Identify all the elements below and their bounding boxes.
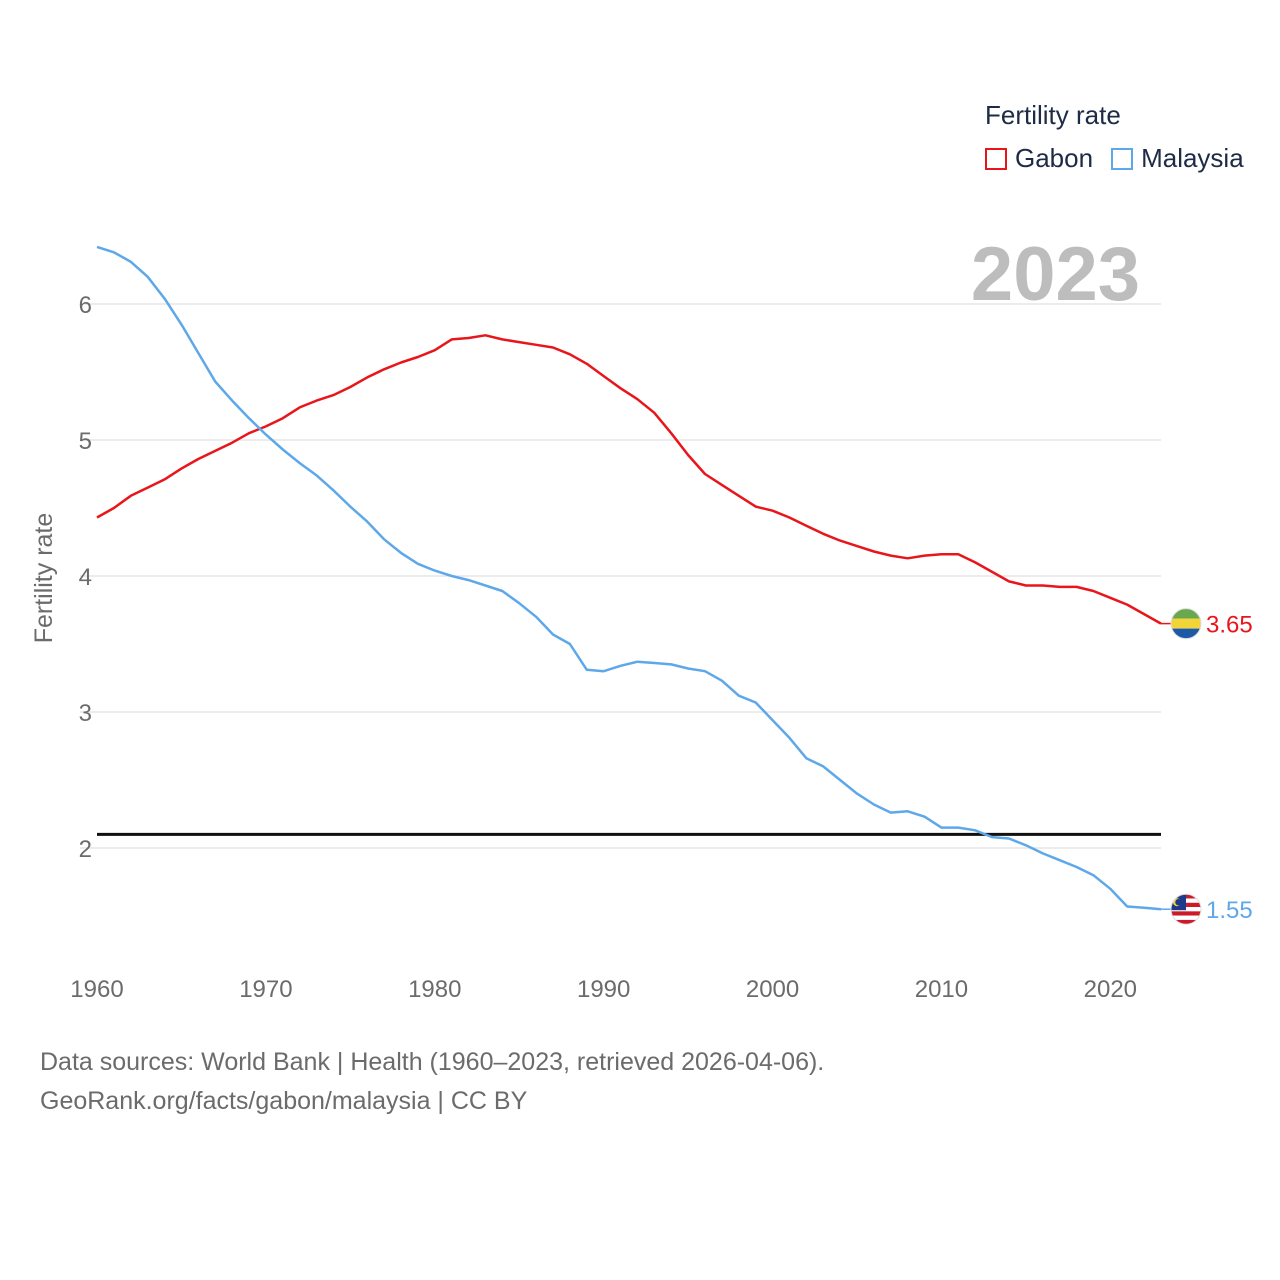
x-tick-label: 1990 xyxy=(577,976,630,1003)
data-sources-text: Data sources: World Bank | Health (1960–… xyxy=(40,1048,825,1076)
attribution-link[interactable]: GeoRank.org/facts/gabon/malaysia | CC BY xyxy=(40,1087,528,1115)
malaysia-flag-icon xyxy=(1170,893,1202,925)
legend-label-malaysia: Malaysia xyxy=(1141,143,1244,173)
x-axis-ticks: 1960 1970 1980 1990 2000 2010 2020 xyxy=(70,976,1137,1003)
end-value-gabon: 3.65 xyxy=(1206,612,1253,639)
x-tick-label: 1960 xyxy=(70,976,123,1003)
legend-label-gabon: Gabon xyxy=(1015,143,1094,173)
x-tick-label: 2010 xyxy=(915,976,968,1003)
legend-item-gabon[interactable]: Gabon xyxy=(985,143,1093,174)
y-tick-label: 5 xyxy=(79,428,92,455)
legend: Gabon Malaysia xyxy=(985,143,1262,174)
year-label: 2023 xyxy=(971,232,1140,317)
x-tick-label: 1980 xyxy=(408,976,461,1003)
end-value-malaysia: 1.55 xyxy=(1206,897,1253,924)
legend-title: Fertility rate xyxy=(985,100,1121,130)
y-tick-label: 2 xyxy=(79,836,92,863)
footer: Data sources: World Bank | Health (1960–… xyxy=(40,1043,824,1121)
y-axis-label: Fertility rate xyxy=(30,513,58,644)
series-lines xyxy=(96,245,1162,911)
series-line-malaysia xyxy=(96,245,1162,911)
y-tick-label: 4 xyxy=(79,564,92,591)
gabon-flag-icon xyxy=(1170,608,1202,640)
legend-item-malaysia[interactable]: Malaysia xyxy=(1111,143,1244,174)
gridlines xyxy=(80,303,1161,849)
legend-swatch-malaysia xyxy=(1111,147,1134,170)
x-tick-label: 2000 xyxy=(746,976,799,1003)
y-tick-label: 3 xyxy=(79,700,92,727)
series-line-gabon xyxy=(96,334,1162,625)
legend-swatch-gabon xyxy=(985,147,1007,170)
end-markers: 3.65 1.55 xyxy=(1161,608,1253,925)
y-tick-label: 6 xyxy=(79,292,92,319)
y-axis-ticks: 2 3 4 5 6 xyxy=(79,292,92,863)
x-tick-label: 2020 xyxy=(1084,976,1137,1003)
x-tick-label: 1970 xyxy=(239,976,292,1003)
